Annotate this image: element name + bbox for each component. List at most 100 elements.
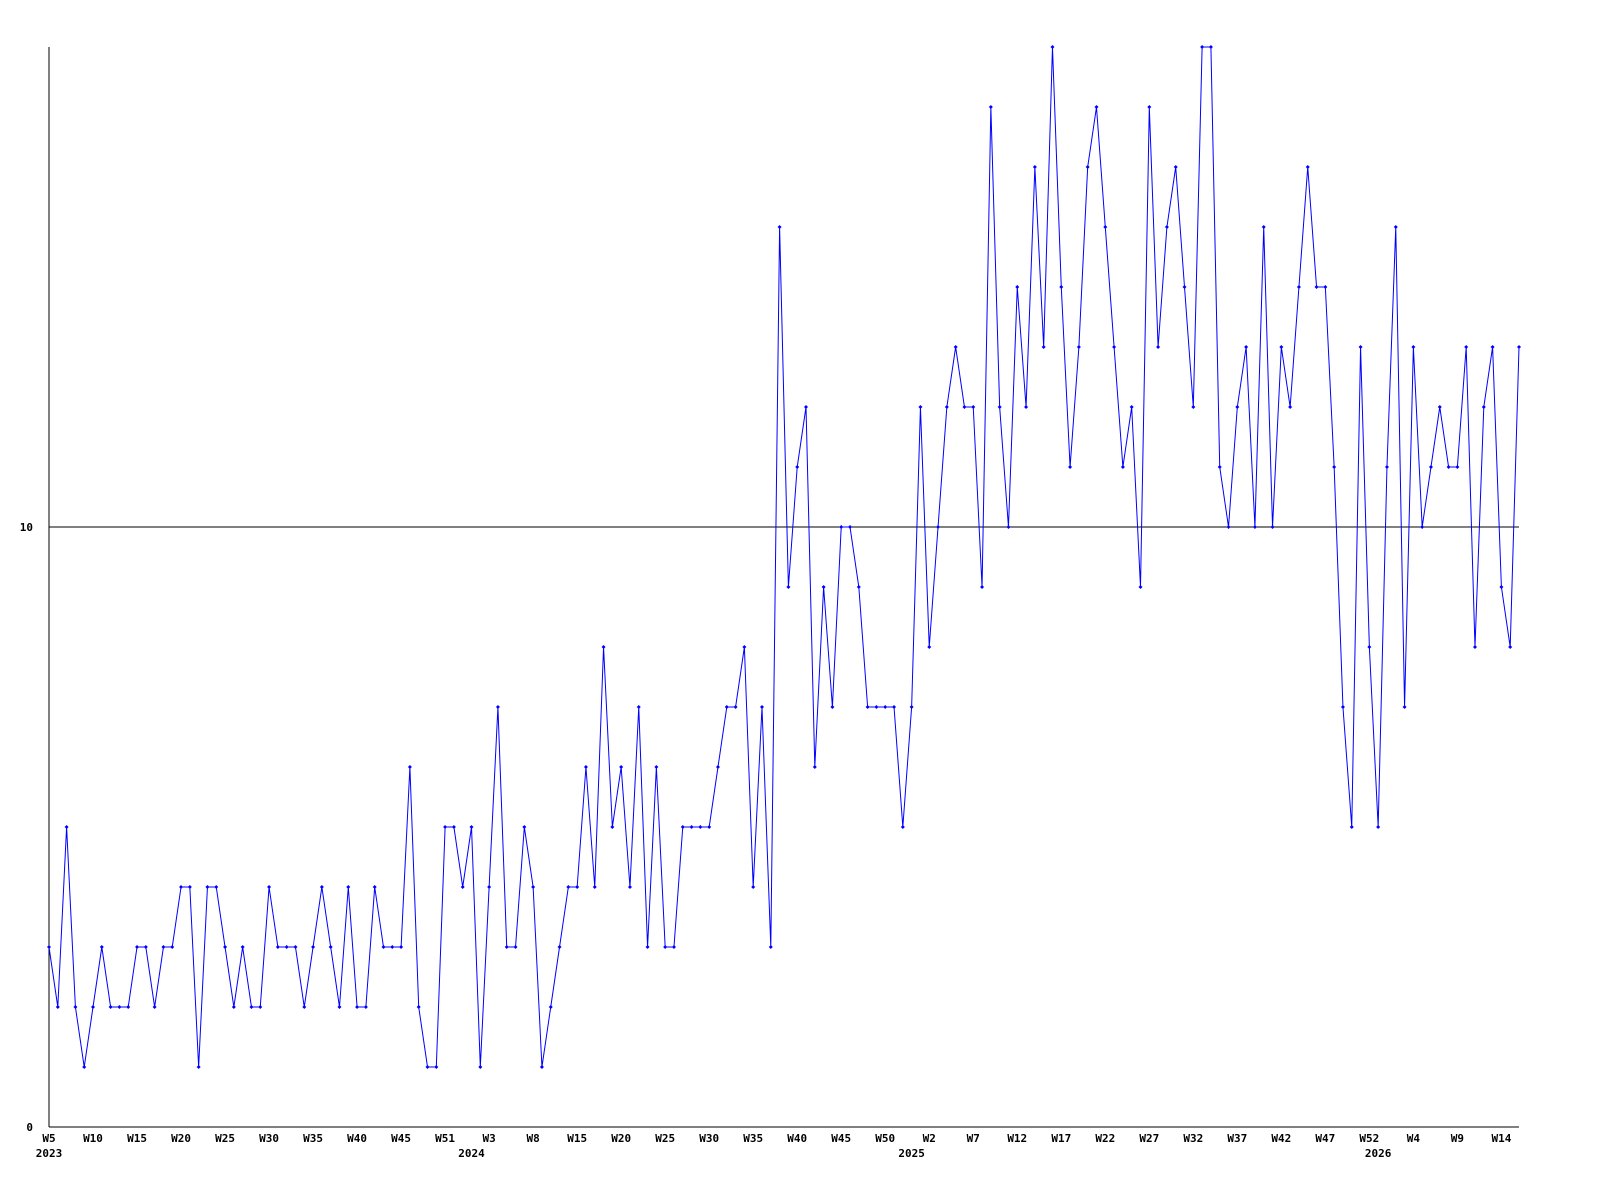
data-point	[848, 525, 853, 529]
data-point	[856, 585, 861, 589]
data-point	[1384, 465, 1389, 469]
data-point	[1129, 405, 1134, 409]
data-point	[495, 705, 500, 709]
data-point	[1305, 165, 1310, 169]
data-point	[1288, 405, 1293, 409]
data-point	[1015, 285, 1020, 289]
data-point	[293, 945, 298, 949]
data-point	[416, 1005, 421, 1009]
x-tick-label: W7	[967, 1132, 980, 1145]
data-point	[751, 885, 756, 889]
data-point	[161, 945, 166, 949]
data-point	[258, 1005, 263, 1009]
data-point	[1455, 465, 1460, 469]
data-point	[759, 705, 764, 709]
data-point	[698, 825, 703, 829]
x-tick-label: W12	[1007, 1132, 1027, 1145]
data-point	[1428, 465, 1433, 469]
data-point	[223, 945, 228, 949]
data-point	[451, 825, 456, 829]
data-point	[707, 825, 712, 829]
data-point	[944, 405, 949, 409]
data-point	[733, 705, 738, 709]
x-tick-label: W42	[1271, 1132, 1291, 1145]
x-tick-label: W20	[611, 1132, 631, 1145]
data-point	[1094, 105, 1099, 109]
data-point	[953, 345, 958, 349]
data-point	[1235, 405, 1240, 409]
data-point	[1472, 645, 1477, 649]
data-point	[108, 1005, 113, 1009]
data-point	[460, 885, 465, 889]
data-point	[1393, 225, 1398, 229]
data-point	[557, 945, 562, 949]
x-tick-label: W4	[1407, 1132, 1421, 1145]
data-point	[1120, 465, 1125, 469]
data-point	[249, 1005, 254, 1009]
data-point	[918, 405, 923, 409]
data-point	[1367, 645, 1372, 649]
data-point	[1323, 285, 1328, 289]
data-point	[531, 885, 536, 889]
x-tick-label: W10	[83, 1132, 103, 1145]
data-point	[504, 945, 509, 949]
data-point	[1217, 465, 1222, 469]
x-tick-label: W15	[567, 1132, 587, 1145]
data-point	[487, 885, 492, 889]
data-point	[1182, 285, 1187, 289]
data-point	[1464, 345, 1469, 349]
x-tick-label: W35	[303, 1132, 323, 1145]
data-point	[469, 825, 474, 829]
data-point	[1103, 225, 1108, 229]
data-point	[1296, 285, 1301, 289]
data-point	[214, 885, 219, 889]
data-point	[355, 1005, 360, 1009]
data-point	[64, 825, 69, 829]
data-point	[267, 885, 272, 889]
x-tick-label: W25	[655, 1132, 675, 1145]
data-point	[654, 765, 659, 769]
data-point	[284, 945, 289, 949]
x-year-label: 2026	[1365, 1147, 1392, 1160]
data-point	[434, 1065, 439, 1069]
data-point	[1156, 345, 1161, 349]
data-point	[1402, 705, 1407, 709]
data-point	[539, 1065, 544, 1069]
data-point	[1481, 405, 1486, 409]
data-point	[55, 1005, 60, 1009]
x-tick-label: W9	[1451, 1132, 1464, 1145]
x-tick-label: W51	[435, 1132, 455, 1145]
data-point	[1261, 225, 1266, 229]
data-point	[399, 945, 404, 949]
data-point	[319, 885, 324, 889]
data-point	[275, 945, 280, 949]
data-point	[830, 705, 835, 709]
data-point	[196, 1065, 201, 1069]
data-point	[619, 765, 624, 769]
data-point	[575, 885, 580, 889]
data-point	[1499, 585, 1504, 589]
data-point	[777, 225, 782, 229]
data-point	[680, 825, 685, 829]
data-point	[1508, 645, 1513, 649]
data-point	[1076, 345, 1081, 349]
x-tick-label: W30	[699, 1132, 719, 1145]
data-point	[1164, 225, 1169, 229]
data-point	[645, 945, 650, 949]
data-point	[795, 465, 800, 469]
x-tick-label: W32	[1183, 1132, 1203, 1145]
x-tick-label: W25	[215, 1132, 235, 1145]
x-tick-label: W40	[787, 1132, 807, 1145]
data-point	[152, 1005, 157, 1009]
data-point	[372, 885, 377, 889]
data-point	[1490, 345, 1495, 349]
data-point	[82, 1065, 87, 1069]
data-point	[425, 1065, 430, 1069]
data-point	[1279, 345, 1284, 349]
data-point	[627, 885, 632, 889]
data-point	[1059, 285, 1064, 289]
data-point	[724, 705, 729, 709]
x-tick-label: W8	[527, 1132, 540, 1145]
x-tick-label: W35	[743, 1132, 763, 1145]
data-point	[1085, 165, 1090, 169]
